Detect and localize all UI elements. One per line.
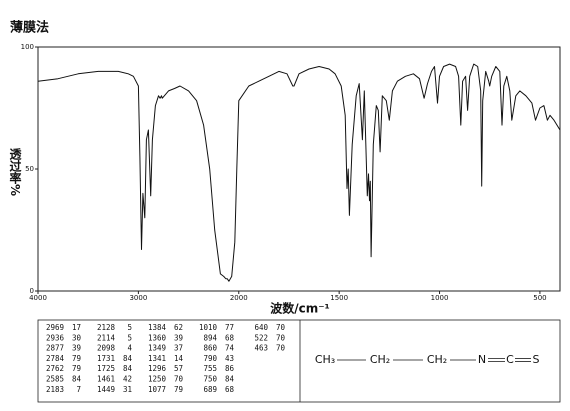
peak-transmittance: 84 [123,364,133,373]
atom: CH₃ [315,353,335,366]
peak-transmittance: 86 [225,364,235,373]
peak-wavenumber: 2877 [46,344,64,353]
peak-transmittance: 4 [127,344,132,353]
peak-wavenumber: 2128 [97,323,116,332]
peak-wavenumber: 860 [203,344,217,353]
peak-transmittance: 39 [72,344,81,353]
peak-transmittance: 68 [225,333,235,342]
peak-wavenumber: 2969 [46,323,64,332]
peak-wavenumber: 2183 [46,385,64,394]
atom: CH₂ [427,353,447,366]
peak-transmittance: 84 [123,354,133,363]
peak-transmittance: 77 [225,323,234,332]
peak-transmittance: 79 [174,385,183,394]
peak-wavenumber: 1360 [148,333,167,342]
peak-wavenumber: 1449 [97,385,115,394]
peak-wavenumber: 1250 [148,375,167,384]
peak-wavenumber: 755 [203,364,217,373]
peak-wavenumber: 2098 [97,344,116,353]
y-tick-label: 50 [25,165,34,173]
peak-transmittance: 68 [225,385,235,394]
peak-transmittance: 30 [72,333,82,342]
chart-title: 薄膜法 [10,20,49,36]
peak-transmittance: 84 [225,375,235,384]
peak-wavenumber: 463 [254,344,268,353]
peak-transmittance: 5 [127,333,132,342]
peak-wavenumber: 1461 [97,375,115,384]
x-tick-label: 500 [533,294,546,302]
peak-wavenumber: 1296 [148,364,167,373]
x-tick-label: 4000 [29,294,47,302]
y-tick-label: 0 [30,287,34,295]
spectrum-line [37,63,561,282]
table-frame [37,319,561,403]
peak-transmittance: 43 [225,354,234,363]
peak-wavenumber: 1384 [148,323,167,332]
peak-transmittance: 42 [123,375,132,384]
peak-wavenumber: 2762 [46,364,64,373]
x-axis-label: 波数/cm⁻¹ [270,301,330,316]
peak-wavenumber: 2784 [46,354,65,363]
peak-wavenumber: 894 [203,333,217,342]
peak-wavenumber: 1341 [148,354,166,363]
peak-wavenumber: 1077 [148,385,166,394]
peak-transmittance: 79 [72,364,81,373]
peak-transmittance: 14 [174,354,184,363]
atom: S [533,353,540,366]
peak-wavenumber: 689 [203,385,217,394]
peak-wavenumber: 522 [254,333,268,342]
peak-transmittance: 37 [174,344,183,353]
x-tick-label: 1000 [431,294,449,302]
x-tick-label: 2000 [230,294,248,302]
peak-transmittance: 84 [72,375,82,384]
peak-transmittance: 70 [174,375,184,384]
peak-transmittance: 39 [174,333,183,342]
peak-wavenumber: 750 [203,375,217,384]
peak-transmittance: 70 [276,333,286,342]
peak-wavenumber: 640 [254,323,268,332]
peak-transmittance: 17 [72,323,81,332]
peak-wavenumber: 2585 [46,375,64,384]
peak-wavenumber: 1725 [97,364,115,373]
peak-transmittance: 62 [174,323,183,332]
atom: C [506,353,514,366]
peak-wavenumber: 2936 [46,333,65,342]
x-tick-label: 1500 [330,294,348,302]
peak-wavenumber: 1349 [148,344,166,353]
peak-transmittance: 70 [276,344,286,353]
peak-transmittance: 57 [174,364,183,373]
atom: N [478,353,486,366]
peak-wavenumber: 1731 [97,354,115,363]
y-axis-label: 透过率% [8,148,22,196]
peak-transmittance: 70 [276,323,286,332]
peak-transmittance: 74 [225,344,235,353]
peak-wavenumber: 2114 [97,333,116,342]
atom: CH₂ [370,353,390,366]
peak-wavenumber: 1010 [199,323,218,332]
peak-transmittance: 79 [72,354,81,363]
peak-wavenumber: 790 [203,354,217,363]
y-tick-label: 100 [21,43,34,51]
peak-transmittance: 7 [76,385,81,394]
peak-transmittance: 5 [127,323,132,332]
x-tick-label: 3000 [129,294,147,302]
peak-transmittance: 31 [123,385,132,394]
